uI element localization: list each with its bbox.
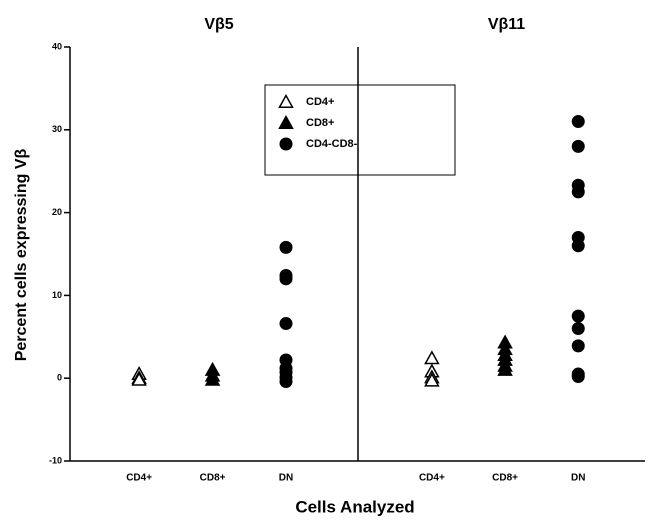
legend-marker (278, 93, 294, 108)
panel-title: Vβ5 (204, 16, 233, 33)
data-point (279, 240, 293, 254)
legend-box (264, 84, 456, 176)
y-tick-label: 30 (52, 124, 62, 134)
data-point (131, 371, 147, 386)
data-point (571, 322, 585, 336)
data-point (571, 339, 585, 353)
data-point (279, 272, 293, 286)
y-tick-label: 20 (52, 207, 62, 217)
x-tick-label: DN (279, 473, 293, 484)
x-tick-label: CD8+ (492, 473, 518, 484)
data-point (571, 185, 585, 199)
legend-label: CD4-CD8- (306, 138, 358, 150)
data-point (424, 372, 440, 387)
data-point (279, 375, 293, 389)
panel-title: Vβ11 (488, 16, 525, 33)
data-point (571, 139, 585, 153)
data-point (497, 361, 513, 376)
legend-marker (278, 114, 294, 129)
x-tick-label: CD8+ (200, 473, 226, 484)
data-point (204, 371, 221, 386)
x-tick-label: DN (571, 473, 585, 484)
data-point (571, 239, 585, 253)
legend-label: CD4+ (306, 96, 334, 108)
legend-label: CD8+ (306, 117, 334, 129)
y-axis-title: Percent cells expressing Vβ (13, 149, 30, 362)
data-point (279, 317, 293, 331)
data-point (571, 115, 585, 129)
data-point (571, 370, 585, 384)
x-axis-title: Cells Analyzed (295, 497, 414, 516)
y-tick-label: 10 (52, 290, 62, 300)
data-point (424, 350, 440, 365)
x-tick-label: CD4+ (419, 473, 445, 484)
data-point (571, 309, 585, 323)
y-tick-label: 40 (52, 41, 62, 51)
legend-marker (279, 137, 293, 151)
y-tick-label: -10 (49, 455, 62, 465)
x-tick-label: CD4+ (126, 473, 152, 484)
y-tick-label: 0 (57, 373, 62, 383)
